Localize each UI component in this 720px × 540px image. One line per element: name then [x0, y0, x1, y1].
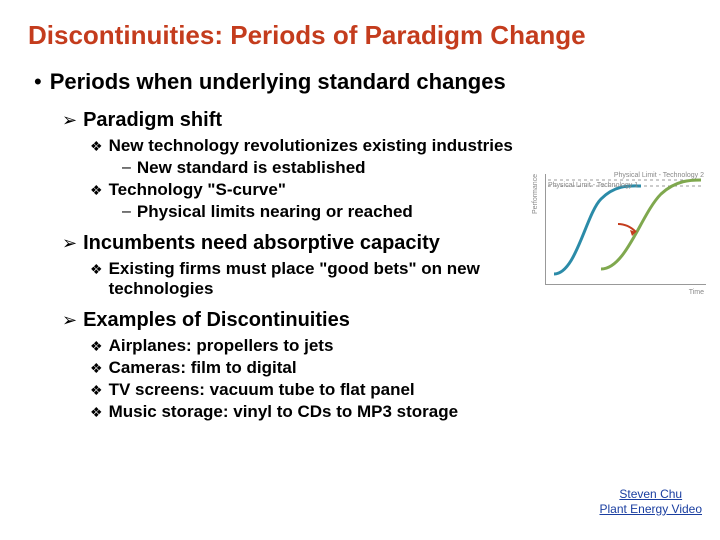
- bullet-lvl1: • Periods when underlying standard chang…: [34, 69, 692, 95]
- bullet-text: Existing firms must place "good bets" on…: [109, 259, 539, 299]
- bullet-marker: ❖: [90, 358, 103, 378]
- bullet-marker: ❖: [90, 402, 103, 422]
- chart-x-label: Time: [689, 289, 704, 296]
- chart-limit-label-2: Physical Limit - Technology 2: [614, 172, 704, 179]
- bullet-text: Physical limits nearing or reached: [137, 202, 413, 222]
- bullet-text: New technology revolutionizes existing i…: [109, 136, 513, 156]
- bullet-marker: –: [122, 158, 131, 178]
- bullet-marker: ➢: [62, 232, 77, 254]
- bullet-text: TV screens: vacuum tube to flat panel: [109, 380, 415, 400]
- bullet-text: New standard is established: [137, 158, 366, 178]
- transition-arrow: [618, 224, 636, 232]
- bullet-marker: ➢: [62, 109, 77, 131]
- curve-tech1: [554, 186, 641, 274]
- bullet-marker: ❖: [90, 380, 103, 400]
- bullet-marker: ❖: [90, 259, 103, 279]
- slide-title: Discontinuities: Periods of Paradigm Cha…: [28, 20, 692, 51]
- bullet-marker: –: [122, 202, 131, 222]
- bullet-lvl3: ❖ Music storage: vinyl to CDs to MP3 sto…: [90, 402, 692, 422]
- bullet-text: Music storage: vinyl to CDs to MP3 stora…: [109, 402, 459, 422]
- bullet-marker: ❖: [90, 180, 103, 200]
- bullet-text: Cameras: film to digital: [109, 358, 297, 378]
- bullet-lvl3: ❖ New technology revolutionizes existing…: [90, 136, 692, 156]
- bullet-marker: ❖: [90, 136, 103, 156]
- bullet-marker: ❖: [90, 336, 103, 356]
- bullet-lvl3: ❖ Airplanes: propellers to jets: [90, 336, 692, 356]
- video-link[interactable]: Steven Chu Plant Energy Video: [599, 487, 702, 516]
- bullet-marker: •: [34, 69, 42, 95]
- chart-limit-label-1: Physical Limit - Technology 1: [548, 182, 638, 189]
- bullet-text: Paradigm shift: [83, 109, 222, 132]
- video-link-line1[interactable]: Steven Chu: [619, 487, 682, 501]
- bullet-lvl3: ❖ Cameras: film to digital: [90, 358, 692, 378]
- s-curve-svg: [546, 174, 706, 284]
- bullet-text: Technology "S-curve": [109, 180, 286, 200]
- chart-y-label: Performance: [532, 174, 539, 214]
- curve-tech2: [601, 180, 701, 269]
- bullet-text: Incumbents need absorptive capacity: [83, 232, 440, 255]
- bullet-text: Airplanes: propellers to jets: [109, 336, 334, 356]
- bullet-lvl2: ➢ Examples of Discontinuities: [62, 309, 692, 332]
- s-curve-chart: Time Performance Physical Limit - Techno…: [545, 174, 706, 285]
- bullet-text: Periods when underlying standard changes: [50, 69, 506, 95]
- video-link-line2[interactable]: Plant Energy Video: [599, 502, 702, 516]
- bullet-marker: ➢: [62, 309, 77, 331]
- bullet-lvl2: ➢ Paradigm shift: [62, 109, 692, 132]
- slide: Discontinuities: Periods of Paradigm Cha…: [0, 0, 720, 540]
- bullet-lvl3: ❖ TV screens: vacuum tube to flat panel: [90, 380, 692, 400]
- bullet-text: Examples of Discontinuities: [83, 309, 350, 332]
